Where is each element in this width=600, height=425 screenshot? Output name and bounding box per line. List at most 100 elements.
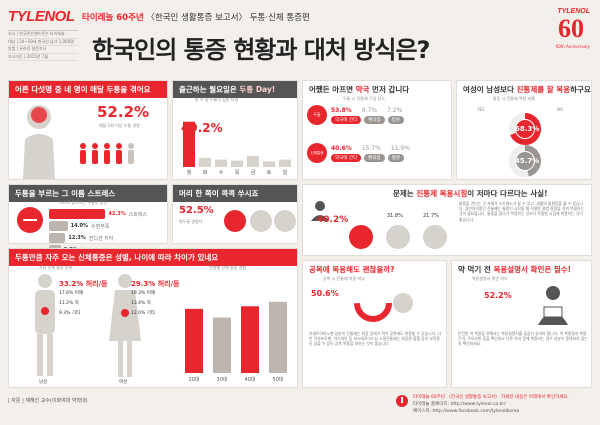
hand-pointer-icon (396, 395, 408, 407)
section-migraine: 머리 한 쪽이 콕콕 쑤시죠 52.5% 편두통 경험자 (172, 184, 298, 244)
monday-sub: 한 주 중 두통이 심한 요일 (195, 97, 239, 102)
title-post: 먼저 갑니다 (369, 85, 410, 94)
timing-pct: 40.2% (317, 215, 349, 225)
female-item: 29.3% 허리/등 (131, 280, 180, 288)
male-pct: 45.7% (515, 157, 540, 165)
section-title: 약 먹기 전 복용설명서 확인은 필수! (452, 261, 591, 278)
stress-label: 컨디션 저하 (88, 235, 114, 242)
stomach-pct: 50.6% (311, 289, 339, 298)
male-label: 남성 (39, 380, 48, 385)
day-label: 화 (203, 170, 208, 176)
section-title: 어쨌든 아프면 약국 먼저 갑니다 (303, 81, 451, 98)
female-item: 19.3% 어깨 (131, 291, 156, 296)
migraine-pct: 52.5% (179, 205, 214, 216)
day-label: 목 (235, 170, 240, 176)
title-post: 이 저마다 다르다는 사실! (467, 189, 548, 198)
female-pct: 68.3% (515, 125, 540, 133)
section-headache-monthly: 어른 다섯명 중 네 명이 매달 두통을 겪어요 52.2% 매달 1회 이상 … (8, 80, 168, 180)
row-col: 편의점 (364, 115, 385, 124)
section-title: 출근하는 월요일은 두통 Day! (173, 81, 297, 98)
title-red: 복용설명서 확인은 필수! (493, 265, 572, 274)
section-title: 머리 한 쪽이 콕콕 쑤시죠 (173, 185, 297, 202)
female-label: 여성 (119, 380, 128, 385)
title-pre: 두통만큼 자주 오는 신체통증은 (15, 253, 116, 262)
subtitle-main: 〈한국인 생활통증 보고서〉 (146, 13, 248, 23)
age-bar (269, 301, 287, 373)
title-red: 진통제 복용시점 (416, 189, 468, 198)
stress-pct: 14.0% (70, 223, 89, 229)
footer-link-home[interactable]: 타이레놀 홈페이지: http://www.tylenol.co.kr/ (413, 402, 506, 407)
stress-row: 12.3% 컨디션 저하 (49, 233, 167, 243)
subtitle-tail: 두통·신체 통증편 (249, 13, 310, 23)
pharmacy-rows: 두통 53.8% 9.7% 7.2% 약국에 간다 편의점 병원 신체통증 40… (307, 105, 449, 163)
timing-figures (349, 225, 447, 249)
anniv-tylenol: TYLENOL (557, 8, 590, 15)
row-v2: 11.9% (390, 144, 410, 152)
age-sub: 연령별 신체 통증 경험 (209, 265, 246, 270)
label-sub: 복용설명서 확인 여부 (472, 276, 508, 281)
gender-donuts (509, 113, 541, 177)
gender-sub: 통증 시 진통제 복용 비율 (493, 96, 535, 101)
day-label: 금 (251, 170, 256, 176)
age-label: 50대 (273, 376, 284, 383)
section-empty-stomach: 공복에 복용해도 괜찮을까? 공복 시 진통제 복용 여부 50.6% 아세트아… (302, 260, 447, 388)
section-monday: 출근하는 월요일은 두통 Day! 한 주 중 두통이 심한 요일 49.2% … (172, 80, 298, 180)
title-pre: 어쨌든 아프면 (309, 85, 356, 94)
row-pct: 53.8% (331, 106, 352, 114)
age-chart: 20대 30대 40대 50대 (185, 301, 287, 383)
migraine-heads-icon (224, 210, 296, 232)
row-icon: 신체통증 (307, 143, 327, 163)
stress-label: 스트레스 (128, 211, 148, 218)
subtitle-red: 타이레놀 60주년 (82, 13, 144, 23)
day-label: 토 (267, 170, 272, 176)
row-col: 병원 (387, 115, 404, 124)
meta-line: 조사 | 한국존슨앤드존슨 타이레놀 (8, 31, 78, 39)
male-item: 17.6% 어깨 (59, 291, 84, 296)
row-icon: 두통 (307, 105, 327, 125)
anniv-number: 60 (558, 14, 584, 43)
section-title: 어른 다섯명 중 네 명이 매달 두통을 겪어요 (9, 81, 167, 98)
female-pain-list: 29.3% 허리/등 19.3% 어깨 13.4% 목 12.6% 기타 (131, 279, 180, 319)
pharmacy-sub: 두통 시 진통제 구입 장소 (343, 96, 385, 101)
section-stress: 두통을 부르는 그 이름 스트레스 스스로 생각하는 두통의 원인 42.3% 스… (8, 184, 168, 255)
title-red: 약국 (355, 85, 370, 94)
row-v2: 7.2% (387, 106, 403, 114)
stress-pct: 42.3% (108, 211, 126, 217)
page-title: 한국인의 통증 현황과 대처 방식은? (92, 36, 430, 64)
section-body-pain: 두통만큼 자주 오는 신체통증은 성별, 나이에 따라 차이가 있네요 주요 신… (8, 248, 298, 388)
footer-link-facebook[interactable]: 페이스북: http://www.facebook.com/tylenolkor… (413, 409, 520, 414)
migraine-note: 편두통 경험자 (179, 219, 203, 224)
day-label: 월 (187, 169, 192, 176)
timing-v3: 21.7% (423, 213, 439, 219)
stress-pct: 12.3% (68, 235, 86, 241)
female-item: 12.6% 기타 (131, 311, 156, 316)
male-item: 33.2% 허리/등 (59, 280, 108, 288)
title-pre: 출근하는 월요일은 (179, 85, 240, 94)
stress-sub: 스스로 생각하는 두통의 원인 (59, 200, 107, 205)
row-pct: 40.6% (331, 144, 352, 152)
day-bar (183, 121, 195, 167)
anniversary-logo: TYLENOL 60 60th Anniversary (530, 8, 590, 49)
row-tag: 약국에 간다 (331, 153, 362, 162)
meta-line: 대상 | 20~59세 한국인 남녀 1,000명 (8, 39, 78, 46)
body-figures-icon (35, 274, 141, 377)
day-bar (247, 155, 259, 167)
survey-meta: 조사 | 한국존슨앤드존슨 타이레놀 대상 | 20~59세 한국인 남녀 1,… (8, 30, 78, 61)
stress-label: 수면부족 (91, 223, 110, 230)
row-col: 편의점 (364, 153, 385, 162)
section-title: 공복에 복용해도 괜찮을까? (309, 265, 395, 274)
anniv-text: 60th Anniversary (555, 44, 590, 49)
day-bar (215, 159, 227, 167)
pharmacy-row: 두통 53.8% 9.7% 7.2% 약국에 간다 편의점 병원 (307, 105, 449, 125)
age-label: 30대 (217, 376, 228, 383)
age-bar (213, 317, 231, 373)
meta-line: 방법 | 온라인 설문조사 (8, 46, 78, 54)
age-bar (241, 306, 259, 373)
section-title: 두통을 부르는 그 이름 스트레스 (9, 185, 167, 202)
section-title: 여성이 남성보다 진통제를 잘 복용하구요 (457, 81, 591, 98)
stress-bar (49, 209, 106, 219)
title-red: 성별, 나이에 따라 차이가 있네요 (115, 253, 219, 262)
day-label: 수 (219, 170, 224, 176)
meta-line: 조사기간 | 2015년 7월 (8, 54, 78, 61)
day-bar (263, 161, 275, 167)
